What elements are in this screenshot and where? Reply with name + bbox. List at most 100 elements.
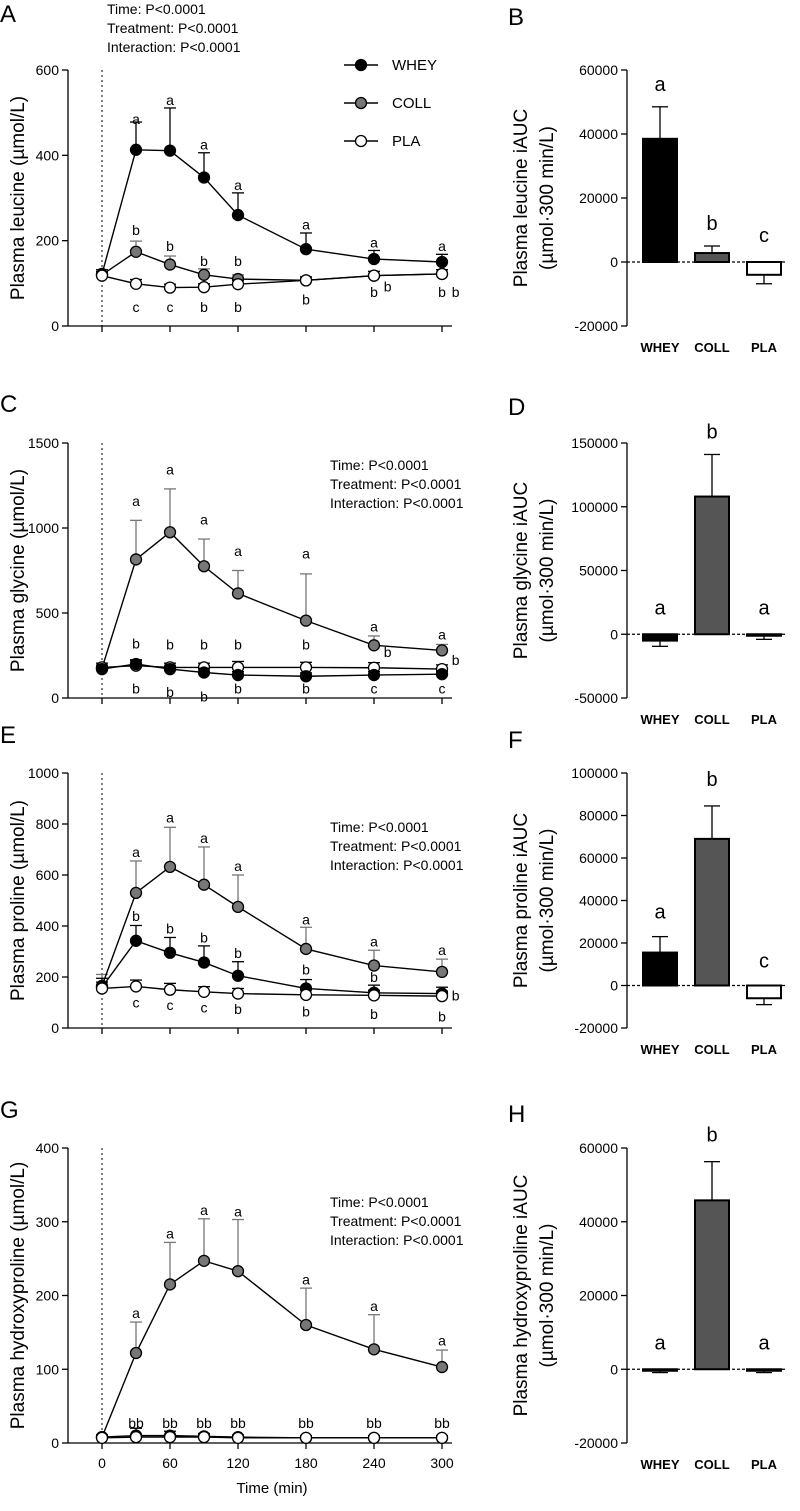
data-point: [231, 969, 245, 982]
data-point: [367, 1343, 381, 1356]
y-tick-label: 150000: [571, 435, 618, 451]
data-point: [129, 934, 143, 947]
significance-letter: a: [234, 177, 242, 193]
significance-letter: b: [166, 921, 174, 937]
significance-letter: b: [234, 681, 242, 697]
data-point: [435, 267, 449, 281]
significance-letter: a: [302, 546, 310, 562]
significance-letter: a: [200, 512, 208, 528]
data-point: [197, 281, 211, 294]
significance-letter: a: [234, 858, 242, 874]
significance-letter: b: [166, 636, 174, 652]
series-coll: [95, 240, 449, 287]
series-line: [101, 866, 443, 987]
significance-letter: c: [167, 299, 174, 315]
data-point: [129, 1430, 143, 1444]
significance-letter: a: [200, 1202, 208, 1218]
data-point: [197, 1254, 211, 1267]
legend-marker: [354, 58, 368, 72]
series-coll: [95, 1218, 449, 1444]
series-coll: [95, 488, 449, 675]
data-point: [163, 526, 177, 539]
category-label: WHEY: [641, 1042, 680, 1057]
data-point: [435, 644, 449, 657]
y-tick-label: 0: [610, 254, 618, 270]
data-point: [163, 860, 177, 873]
y-tick-label: 40000: [579, 126, 618, 142]
x-tick-label: 0: [98, 1455, 106, 1471]
panel-D: D -50000 0 50000 100000 150000 Plasma glycine …: [508, 394, 785, 727]
category-label: WHEY: [641, 1457, 680, 1472]
data-point: [299, 614, 313, 627]
significance-letter: b: [132, 636, 140, 652]
significance-letter: b: [132, 908, 140, 924]
significance-letter: a: [166, 810, 174, 826]
y-tick-label: 0: [51, 1435, 59, 1451]
significance-letter: a: [758, 597, 770, 619]
data-point: [367, 1431, 381, 1444]
bar: [694, 1199, 730, 1371]
series-line: [101, 985, 443, 997]
data-point: [435, 255, 449, 269]
significance-letter: b: [706, 421, 717, 443]
panel-letter: E: [0, 722, 16, 749]
legend-label: PLA: [392, 133, 420, 150]
legend-marker: [354, 134, 368, 148]
panel-A: A 0 200 400 600 Plasma leucine (µmol/L) a a a a a a…: [0, 1, 460, 334]
significance-letter: b: [452, 652, 460, 668]
data-point: [163, 1430, 177, 1444]
significance-letter: c: [133, 299, 140, 315]
y-tick-label: 60000: [579, 62, 618, 78]
panel-C: C 0 500 1000 1500 Plasma glycine (µmol/L) a a a a…: [0, 391, 464, 706]
y-tick-label: 0: [610, 626, 618, 642]
significance-letter: a: [200, 137, 208, 153]
panel-B: B -20000 0 20000 40000 60000 Plasma leucine iA…: [508, 4, 785, 355]
data-point: [197, 268, 211, 281]
y-tick-label: 20000: [579, 935, 618, 951]
category-label: WHEY: [641, 340, 680, 355]
data-point: [299, 1318, 313, 1332]
data-point: [299, 988, 313, 1001]
series-line: [101, 531, 443, 669]
category-label: COLL: [694, 340, 729, 355]
data-point: [95, 269, 109, 282]
y-axis-title: Plasma proline (µmol/L): [8, 800, 29, 1001]
significance-letter: c: [439, 681, 446, 697]
significance-letter: bb: [162, 1415, 178, 1431]
data-point: [367, 668, 381, 682]
y-tick-label: 0: [610, 1361, 618, 1377]
stats-text: Time: P<0.0001: [330, 1194, 429, 1210]
panel-letter: F: [508, 727, 523, 754]
data-point: [163, 281, 177, 294]
panel-E: E 0 200 400 600 800 1000 Plasma proline (µmol/L…: [0, 722, 464, 1036]
significance-letter: b: [234, 299, 242, 315]
significance-letter: a: [302, 1271, 310, 1287]
bar: [694, 495, 730, 636]
data-point: [197, 985, 211, 998]
y-axis-title: (µmol·300 min/L): [537, 499, 558, 643]
category-label: PLA: [751, 1457, 778, 1472]
category-label: COLL: [694, 712, 729, 727]
series-whey: [95, 657, 449, 683]
data-point: [95, 982, 109, 995]
significance-letter: a: [166, 92, 174, 108]
series-line: [101, 1260, 443, 1438]
y-tick-label: 400: [36, 147, 60, 163]
data-point: [129, 277, 143, 290]
data-point: [129, 980, 143, 993]
significance-letter: b: [706, 213, 717, 235]
category-label: PLA: [751, 340, 778, 355]
panel-H: H -20000 0 20000 40000 60000 Plasma hydroxypro…: [508, 1101, 785, 1472]
data-point: [129, 245, 143, 258]
significance-letter: b: [200, 299, 208, 315]
significance-letter: c: [167, 997, 174, 1013]
significance-letter: a: [370, 1298, 378, 1314]
y-tick-label: 600: [36, 867, 60, 883]
data-point: [231, 1431, 245, 1444]
bar: [642, 951, 678, 987]
data-point: [435, 1431, 449, 1444]
legend-label: COLL: [392, 95, 431, 112]
y-tick-label: 50000: [579, 563, 618, 579]
series-coll: [95, 826, 449, 993]
panel-letter: D: [508, 394, 525, 421]
